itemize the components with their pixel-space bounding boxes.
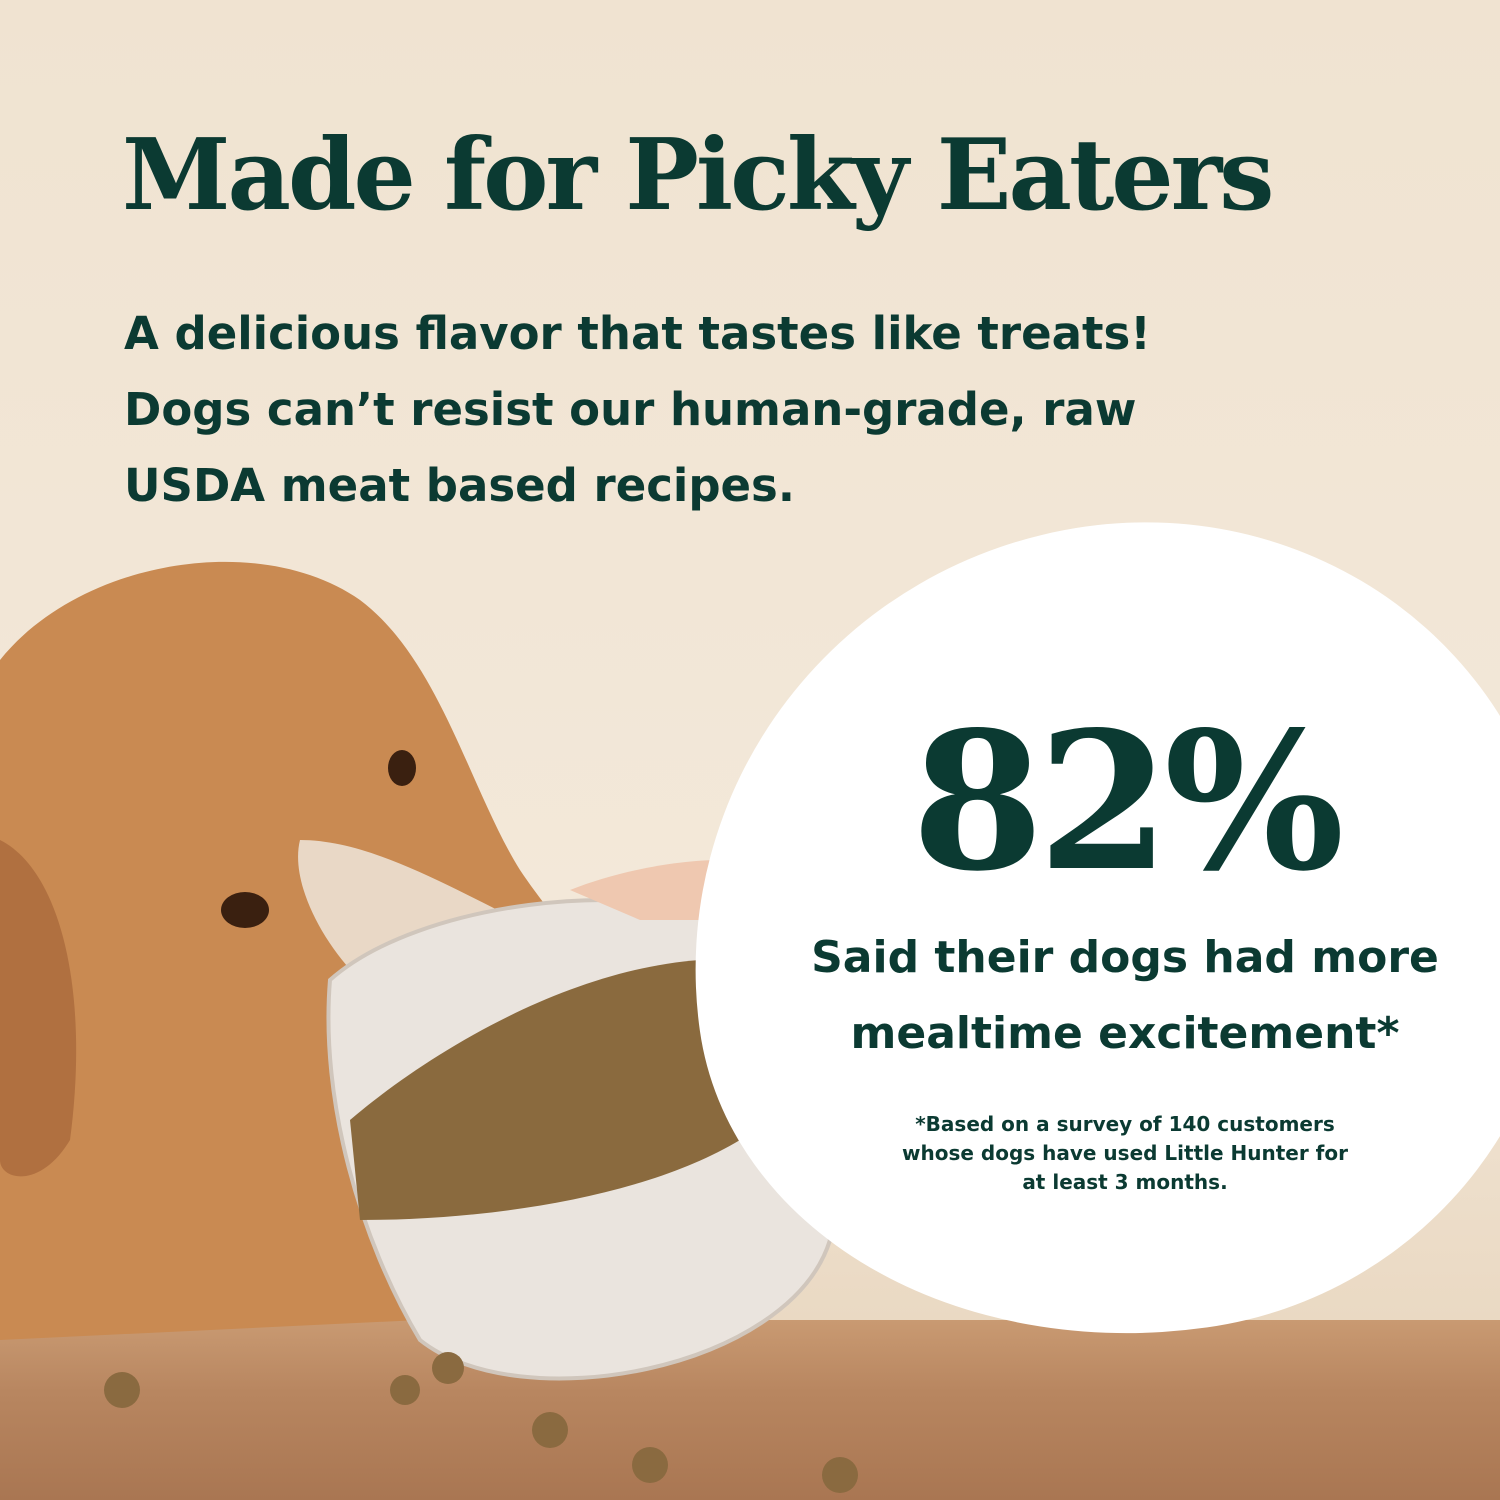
kibble [350, 960, 740, 1220]
stat-value: 82% [911, 690, 1345, 913]
stat-caption: Said their dogs had more mealtime excite… [740, 920, 1500, 1072]
subtext-line: Dogs can’t resist our human-grade, raw [124, 383, 1137, 436]
hand [570, 860, 730, 920]
dog-eye [221, 892, 269, 928]
survey-footnote: *Based on a survey of 140 customers whos… [840, 1110, 1410, 1197]
dog-ear [0, 840, 77, 1177]
headline: Made for Picky Eaters [122, 118, 1274, 233]
footnote-line: at least 3 months. [1022, 1170, 1228, 1194]
wooden-table [0, 1320, 1500, 1500]
subtext-line: A delicious flavor that tastes like trea… [124, 307, 1151, 360]
stat-caption-line: Said their dogs had more [811, 932, 1439, 983]
footnote-line: whose dogs have used Little Hunter for [902, 1141, 1348, 1165]
subtext-line: USDA meat based recipes. [124, 459, 795, 512]
dog-eating-photo [0, 561, 858, 1493]
footnote-line: *Based on a survey of 140 customers [915, 1112, 1335, 1136]
dog-body [0, 561, 592, 1340]
dog-eye [388, 750, 416, 786]
subtext: A delicious flavor that tastes like trea… [124, 296, 1224, 524]
scattered-kibble [104, 1352, 858, 1493]
stat-caption-line: mealtime excitement* [850, 1008, 1400, 1059]
